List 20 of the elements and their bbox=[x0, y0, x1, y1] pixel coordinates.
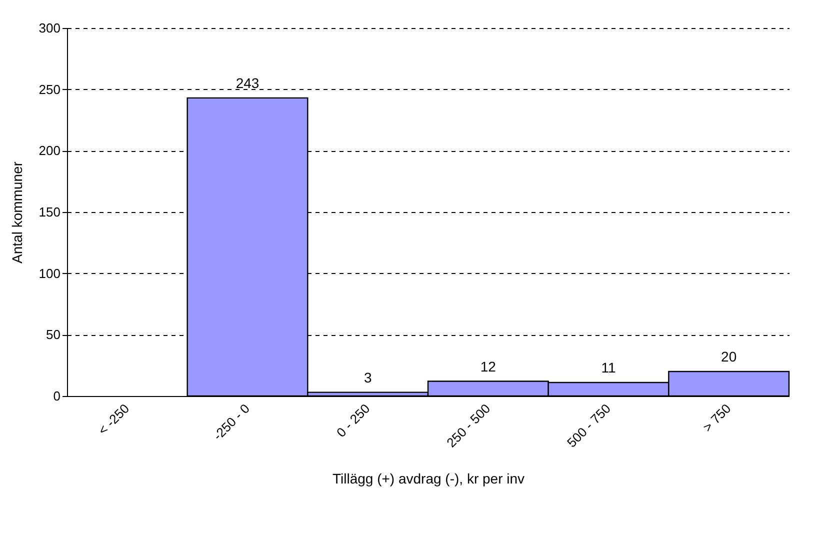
y-tick-label: 0 bbox=[53, 388, 60, 404]
y-tick-label: 200 bbox=[38, 143, 60, 158]
y-tick-label: 100 bbox=[38, 266, 60, 281]
data-label: 11 bbox=[601, 360, 616, 376]
x-tick-label: > 750 bbox=[700, 400, 734, 435]
data-label: 20 bbox=[721, 348, 737, 364]
x-tick-label: 250 - 500 bbox=[444, 400, 494, 450]
x-tick-label: < -250 bbox=[95, 400, 132, 438]
data-label: 243 bbox=[236, 74, 260, 91]
data-label: 12 bbox=[480, 358, 496, 374]
x-tick-label: 0 - 250 bbox=[334, 400, 373, 440]
y-tick-label: 50 bbox=[46, 327, 60, 342]
y-axis-title: Antal kommuner bbox=[8, 161, 25, 264]
x-axis-title: Tillägg (+) avdrag (-), kr per inv bbox=[332, 470, 525, 486]
x-tick-label: -250 - 0 bbox=[210, 400, 252, 444]
y-tick-label: 300 bbox=[38, 20, 60, 36]
y-tick-label: 250 bbox=[38, 82, 60, 97]
y-tick-label: 150 bbox=[38, 204, 60, 220]
data-label: 3 bbox=[364, 369, 372, 386]
x-tick-label: 500 - 750 bbox=[564, 400, 614, 450]
